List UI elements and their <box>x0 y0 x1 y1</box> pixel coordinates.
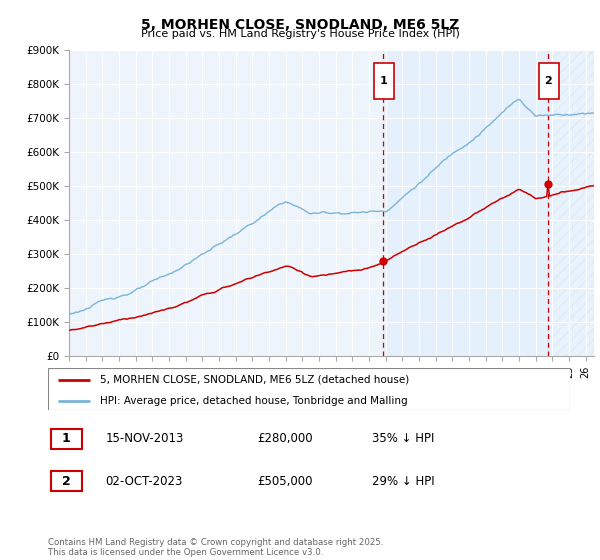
Text: 5, MORHEN CLOSE, SNODLAND, ME6 5LZ (detached house): 5, MORHEN CLOSE, SNODLAND, ME6 5LZ (deta… <box>100 375 409 385</box>
Text: 5, MORHEN CLOSE, SNODLAND, ME6 5LZ: 5, MORHEN CLOSE, SNODLAND, ME6 5LZ <box>141 18 459 32</box>
FancyBboxPatch shape <box>539 63 559 99</box>
Text: 15-NOV-2013: 15-NOV-2013 <box>106 432 184 445</box>
Text: £505,000: £505,000 <box>257 474 313 488</box>
Text: HPI: Average price, detached house, Tonbridge and Malling: HPI: Average price, detached house, Tonb… <box>100 396 408 405</box>
Text: Contains HM Land Registry data © Crown copyright and database right 2025.
This d: Contains HM Land Registry data © Crown c… <box>48 538 383 557</box>
Text: 1: 1 <box>62 432 71 445</box>
Text: £280,000: £280,000 <box>257 432 313 445</box>
Text: 35% ↓ HPI: 35% ↓ HPI <box>371 432 434 445</box>
FancyBboxPatch shape <box>374 63 394 99</box>
FancyBboxPatch shape <box>48 368 570 410</box>
Text: Price paid vs. HM Land Registry's House Price Index (HPI): Price paid vs. HM Land Registry's House … <box>140 29 460 39</box>
Text: 1: 1 <box>380 76 388 86</box>
FancyBboxPatch shape <box>50 428 82 449</box>
Text: 2: 2 <box>544 76 552 86</box>
Text: 29% ↓ HPI: 29% ↓ HPI <box>371 474 434 488</box>
Text: 02-OCT-2023: 02-OCT-2023 <box>106 474 183 488</box>
FancyBboxPatch shape <box>50 471 82 491</box>
Text: 2: 2 <box>62 474 71 488</box>
